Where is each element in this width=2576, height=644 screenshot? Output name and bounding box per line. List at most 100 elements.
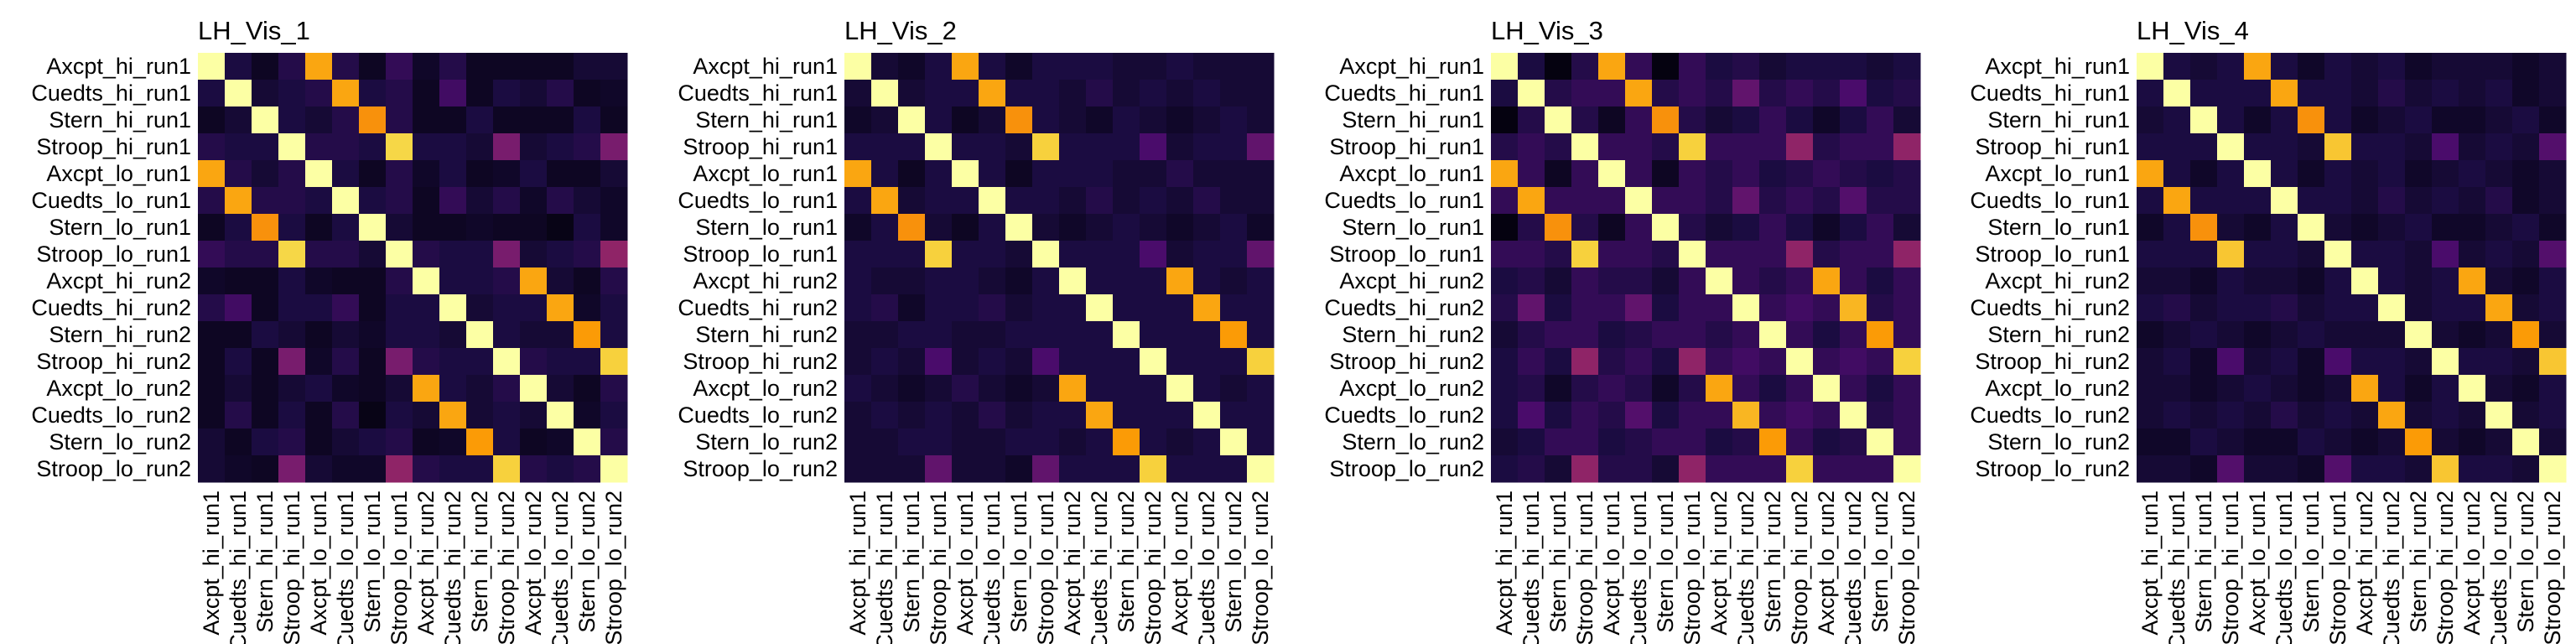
heatmap-cell: [520, 455, 548, 483]
x-tick-label: Cuedts_hi_run1: [1519, 491, 1544, 644]
heatmap-cell: [1679, 455, 1706, 483]
heatmap-cell: [1032, 455, 1060, 483]
heatmap-cell: [871, 187, 899, 215]
heatmap-cell: [1166, 133, 1194, 161]
heatmap-cell: [1140, 267, 1167, 295]
heatmap-cell: [1625, 455, 1653, 483]
heatmap-cell: [1518, 241, 1545, 268]
heatmap-cell: [2244, 402, 2272, 429]
y-tick-label: Axcpt_lo_run2: [1339, 376, 1484, 401]
heatmap-cell: [2405, 455, 2433, 483]
heatmap-cell: [278, 53, 306, 80]
heatmap-cell: [979, 375, 1006, 402]
heatmap-cell: [1571, 241, 1599, 268]
y-tick-label: Stroop_lo_run2: [36, 456, 191, 481]
y-tick-label: Stern_hi_run1: [1987, 107, 2130, 132]
heatmap-cell: [1247, 348, 1275, 376]
heatmap-cell: [1491, 106, 1519, 134]
heatmap-cell: [1679, 160, 1706, 188]
heatmap-cell: [1813, 80, 1841, 107]
heatmap-cell: [252, 106, 279, 134]
heatmap-cell: [952, 214, 979, 242]
y-tick-label: Axcpt_hi_run2: [1339, 268, 1484, 293]
heatmap-cell: [2405, 80, 2433, 107]
heatmap-cell: [1113, 267, 1140, 295]
heatmap-cell: [1545, 294, 1572, 322]
heatmap-cell: [2298, 267, 2325, 295]
heatmap-cell: [979, 187, 1006, 215]
heatmap-cell: [2405, 321, 2433, 349]
heatmap-cell: [278, 160, 306, 188]
heatmap-cell: [1113, 402, 1140, 429]
heatmap-cell: [844, 160, 872, 188]
heatmap-cell: [925, 375, 953, 402]
heatmap-cell: [844, 428, 872, 456]
heatmap-cell: [2539, 294, 2567, 322]
heatmap-cell: [2539, 321, 2567, 349]
heatmap-cell: [1005, 267, 1033, 295]
heatmap-cell: [2459, 267, 2486, 295]
heatmap-cell: [1113, 187, 1140, 215]
heatmap-cell: [952, 53, 979, 80]
x-tick-label: Stern_hi_run1: [252, 491, 278, 633]
heatmap-cell: [386, 133, 413, 161]
heatmap-cell: [1598, 53, 1626, 80]
heatmap-cell: [198, 214, 226, 242]
heatmap-cell: [2244, 106, 2272, 134]
heatmap-cell: [600, 402, 628, 429]
heatmap-cell: [1867, 267, 1894, 295]
x-tick-label: Stern_lo_run2: [1867, 491, 1893, 633]
heatmap-cell: [413, 428, 440, 456]
heatmap-cell: [1491, 348, 1519, 376]
heatmap-cell: [1867, 160, 1894, 188]
panel-title: LH_Vis_4: [2137, 16, 2249, 45]
heatmap-cell: [466, 214, 494, 242]
heatmap-cell: [1247, 267, 1275, 295]
heatmap-cell: [2137, 241, 2164, 268]
heatmap-cell: [493, 80, 521, 107]
heatmap-cell: [2217, 348, 2245, 376]
heatmap-cell: [225, 375, 252, 402]
heatmap-cell: [1571, 348, 1599, 376]
heatmap-cell: [2217, 133, 2245, 161]
heatmap-cell: [1005, 214, 1033, 242]
heatmap-cell: [1571, 267, 1599, 295]
heatmap-cell: [1545, 187, 1572, 215]
heatmap-cell: [466, 80, 494, 107]
heatmap-cell: [979, 160, 1006, 188]
y-tick-label: Cuedts_lo_run1: [31, 188, 191, 213]
heatmap-cell: [2405, 133, 2433, 161]
heatmap-cell: [1140, 402, 1167, 429]
heatmap-cell: [439, 53, 467, 80]
x-tick-label: Stroop_hi_run2: [494, 491, 519, 644]
heatmap-cell: [871, 80, 899, 107]
heatmap-cell: [547, 53, 574, 80]
heatmap-cell: [278, 241, 306, 268]
heatmap-cell: [2459, 241, 2486, 268]
heatmap-cell: [413, 241, 440, 268]
y-tick-label: Axcpt_lo_run1: [1985, 161, 2130, 186]
heatmap-cell: [2298, 428, 2325, 456]
heatmap-cell: [1706, 402, 1733, 429]
heatmap-cell: [1625, 402, 1653, 429]
x-tick-label: Stroop_lo_run1: [1033, 491, 1058, 644]
heatmap-cell: [2485, 53, 2513, 80]
x-tick-label: Axcpt_lo_run1: [1599, 491, 1624, 636]
heatmap-cell: [2217, 267, 2245, 295]
heatmap-cell: [1840, 241, 1867, 268]
heatmap-cell: [1732, 402, 1760, 429]
y-tick-label: Stroop_hi_run2: [36, 349, 191, 374]
heatmap-cell: [1732, 133, 1760, 161]
heatmap-cell: [844, 348, 872, 376]
heatmap-cell: [1247, 106, 1275, 134]
heatmap-cell: [1086, 241, 1114, 268]
heatmap-cell: [305, 241, 333, 268]
heatmap-cell: [1059, 53, 1087, 80]
y-tick-label: Cuedts_lo_run2: [1324, 402, 1484, 428]
heatmap-panel: LH_Vis_3Axcpt_hi_run1Axcpt_hi_run1Cuedts…: [1324, 16, 1921, 644]
heatmap-cell: [493, 133, 521, 161]
heatmap-cell: [2190, 53, 2218, 80]
heatmap-cell: [925, 348, 953, 376]
heatmap-cell: [2378, 241, 2406, 268]
